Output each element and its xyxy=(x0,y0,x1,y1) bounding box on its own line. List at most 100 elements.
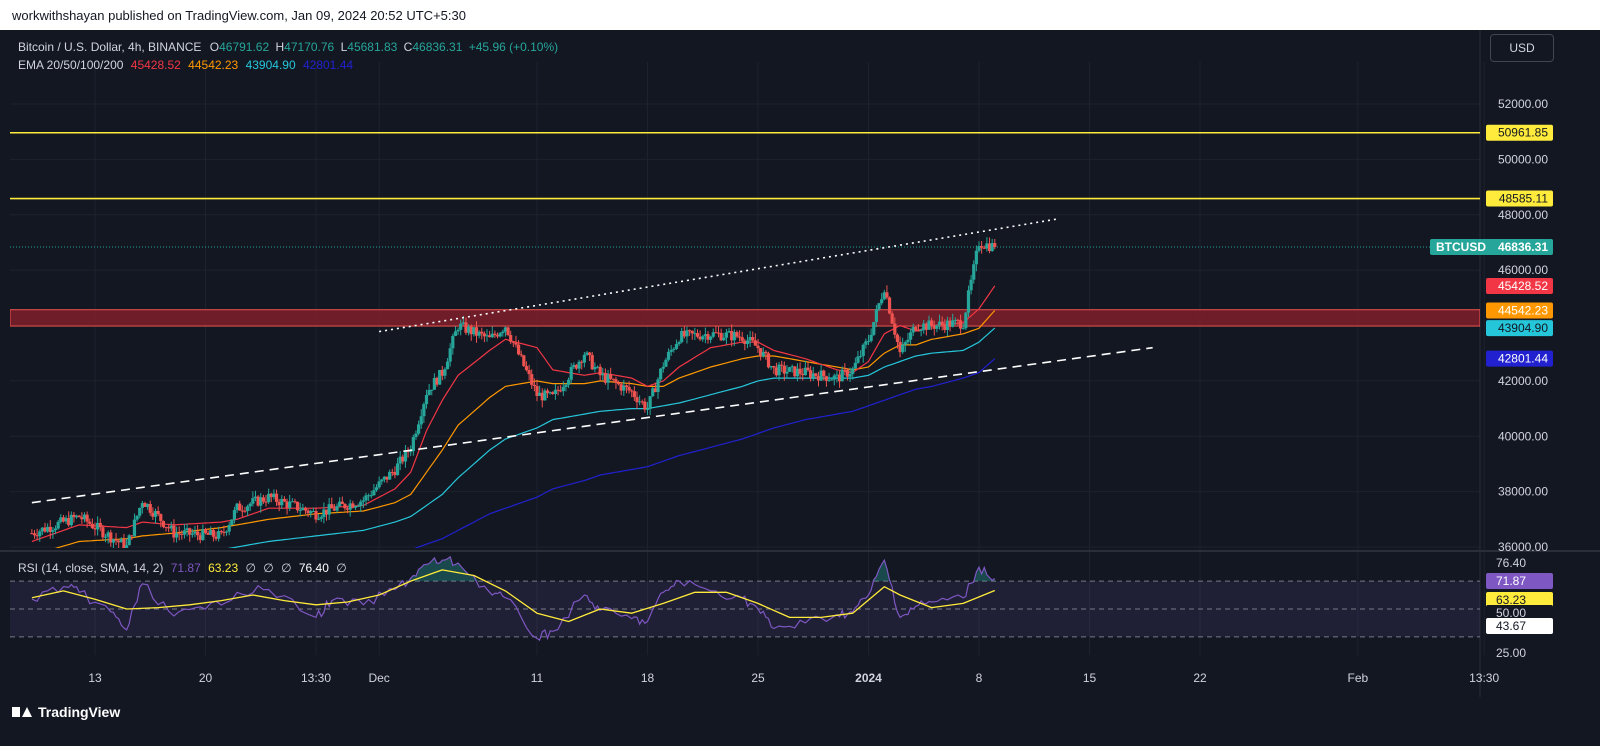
candle-body xyxy=(461,322,465,324)
candle-body xyxy=(748,337,752,341)
candle xyxy=(901,337,905,354)
candle-body xyxy=(243,510,247,512)
candle xyxy=(372,484,376,496)
candle-body xyxy=(545,390,550,394)
candle-body xyxy=(193,531,197,534)
candle xyxy=(153,508,158,524)
price-tag-bg xyxy=(1486,277,1553,294)
candle xyxy=(422,402,426,424)
candle xyxy=(982,245,986,249)
candle-body xyxy=(493,333,497,336)
candle xyxy=(40,527,44,536)
candle-body xyxy=(677,342,681,345)
candle xyxy=(390,468,394,477)
candle xyxy=(351,500,355,509)
candle xyxy=(908,328,913,345)
candle-body xyxy=(445,361,450,370)
price-tag-label: 46836.31 xyxy=(1498,240,1548,254)
candle xyxy=(961,323,965,330)
candle xyxy=(466,324,471,336)
candle xyxy=(924,322,928,336)
candle xyxy=(616,380,621,386)
candle xyxy=(67,511,71,527)
candle-body xyxy=(119,539,123,543)
candle-body xyxy=(143,503,147,507)
candle xyxy=(332,503,337,512)
candle xyxy=(751,331,755,343)
candle xyxy=(111,538,116,548)
change-value: +45.96 (+0.10%) xyxy=(468,40,559,54)
candle-body xyxy=(85,514,89,522)
candle xyxy=(687,329,692,336)
candle xyxy=(651,386,655,398)
candle-body xyxy=(485,335,489,337)
candle xyxy=(269,492,273,503)
price-tag-bg xyxy=(1430,238,1553,255)
candle-body xyxy=(711,332,715,337)
candle-body xyxy=(53,528,58,531)
candle xyxy=(143,501,147,507)
candle xyxy=(301,503,305,511)
candle xyxy=(435,376,439,387)
candle-body xyxy=(43,527,47,532)
candle xyxy=(585,350,589,356)
candle xyxy=(811,366,815,381)
candle-body xyxy=(96,522,100,530)
candle xyxy=(264,494,268,507)
candle-body xyxy=(924,323,928,330)
candle xyxy=(785,364,789,378)
rsi-axis-label: 76.40 xyxy=(1496,556,1526,570)
candle-body xyxy=(201,529,205,540)
price-tag-bg xyxy=(1486,320,1553,337)
candle xyxy=(222,525,226,537)
candle xyxy=(219,529,223,535)
candle-body xyxy=(419,416,423,425)
candle xyxy=(327,498,331,520)
candle-body xyxy=(498,333,502,337)
candle xyxy=(32,530,37,539)
candle xyxy=(464,317,468,335)
candle xyxy=(132,513,137,538)
candle-body xyxy=(132,519,137,537)
candle xyxy=(677,340,681,346)
candle xyxy=(822,369,826,381)
candle xyxy=(864,338,868,349)
candle xyxy=(280,495,284,510)
candle xyxy=(916,324,921,332)
candle xyxy=(951,313,955,328)
candle xyxy=(377,476,381,489)
price-tag-label: 50961.85 xyxy=(1498,126,1548,140)
candle-body xyxy=(685,330,689,337)
candle xyxy=(206,530,210,535)
candle xyxy=(53,525,58,535)
candle-body xyxy=(40,527,44,532)
candle xyxy=(193,525,197,538)
candle xyxy=(424,389,429,409)
candle-body xyxy=(448,348,452,362)
tradingview-logo: TradingView xyxy=(12,704,120,720)
candle-body xyxy=(574,364,579,369)
candle xyxy=(632,386,636,401)
candle xyxy=(919,328,923,337)
candle xyxy=(164,526,168,532)
candle-body xyxy=(353,506,358,508)
candle-body xyxy=(64,517,68,522)
candle xyxy=(772,365,776,374)
candle xyxy=(127,534,131,546)
rsi-sma-value: 63.23 xyxy=(208,561,239,575)
candle xyxy=(135,515,139,522)
candle xyxy=(180,530,184,540)
candle xyxy=(96,516,100,536)
candle xyxy=(359,499,363,512)
candle xyxy=(485,329,489,342)
candle xyxy=(388,469,392,480)
candle-body xyxy=(869,334,873,341)
candle xyxy=(48,520,52,539)
close-value: 46836.31 xyxy=(412,40,463,54)
candle-body xyxy=(435,377,439,385)
price-tick-label: 42000.00 xyxy=(1498,374,1548,388)
currency-button[interactable]: USD xyxy=(1490,34,1554,62)
price-tag-bg xyxy=(1486,302,1553,319)
candle-body xyxy=(232,510,237,520)
